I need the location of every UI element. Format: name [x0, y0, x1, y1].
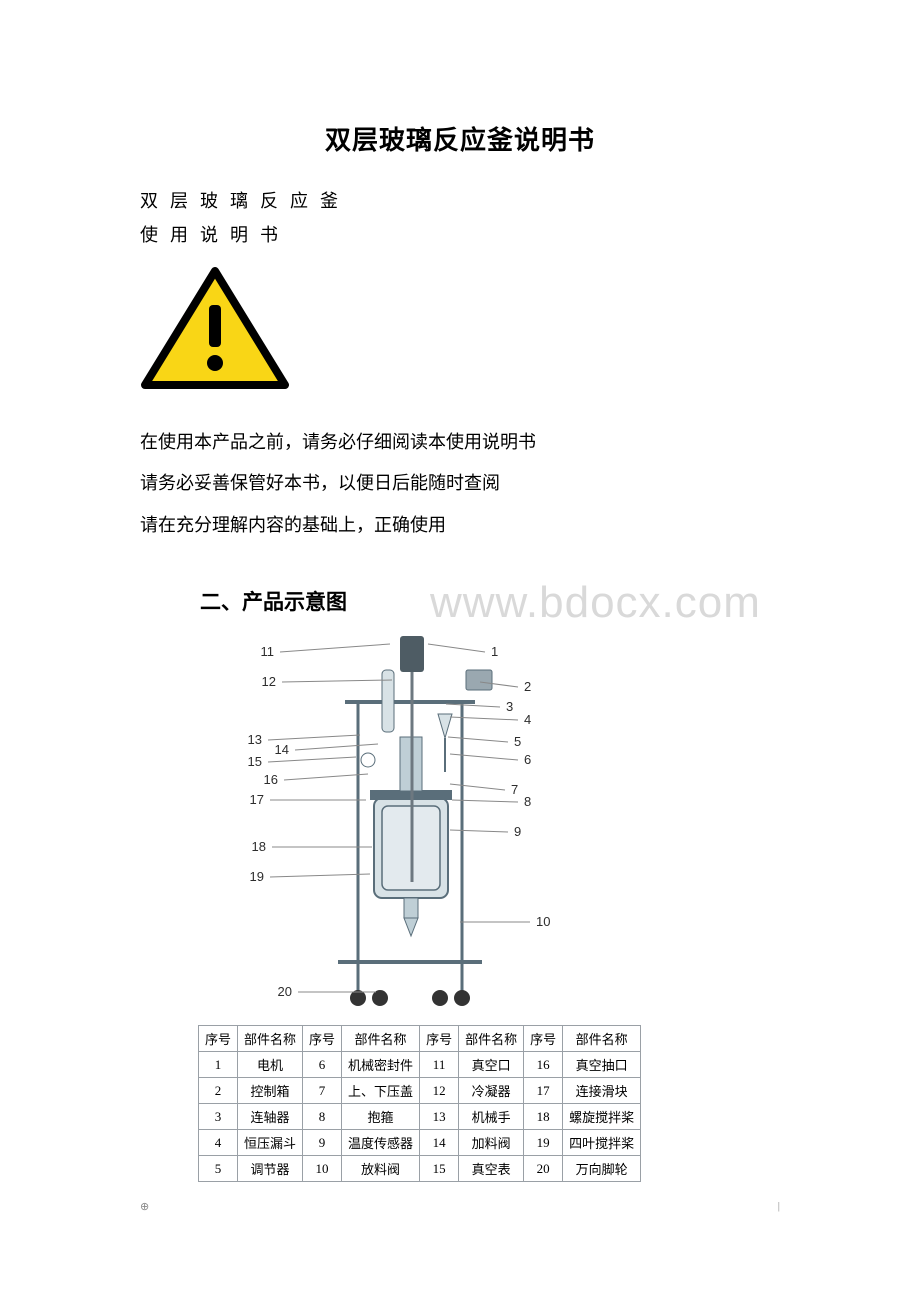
part-name-cell: 连轴器 — [238, 1104, 303, 1130]
svg-text:13: 13 — [248, 732, 262, 747]
product-diagram: 1112131415161718192012345678910 — [160, 622, 640, 1012]
table-row: 3连轴器8抱箍13机械手18螺旋搅拌桨 — [199, 1104, 641, 1130]
part-num-cell: 14 — [420, 1130, 459, 1156]
table-header-row: 序号 部件名称 序号 部件名称 序号 部件名称 序号 部件名称 — [199, 1026, 641, 1052]
col-num: 序号 — [303, 1026, 342, 1052]
intro-line-2: 请务必妥善保管好本书，以便日后能随时查阅 — [140, 463, 780, 504]
part-num-cell: 1 — [199, 1052, 238, 1078]
col-name: 部件名称 — [342, 1026, 420, 1052]
diagram-heading: 二、产品示意图 — [200, 590, 347, 614]
part-num-cell: 15 — [420, 1156, 459, 1182]
table-row: 4恒压漏斗9温度传感器14加料阀19四叶搅拌桨 — [199, 1130, 641, 1156]
part-num-cell: 11 — [420, 1052, 459, 1078]
part-num-cell: 8 — [303, 1104, 342, 1130]
part-name-cell: 加料阀 — [459, 1130, 524, 1156]
part-num-cell: 10 — [303, 1156, 342, 1182]
svg-text:17: 17 — [250, 792, 264, 807]
col-name: 部件名称 — [563, 1026, 641, 1052]
warning-icon — [140, 265, 780, 400]
part-name-cell: 放料阀 — [342, 1156, 420, 1182]
table-row: 2控制箱7上、下压盖12冷凝器17连接滑块 — [199, 1078, 641, 1104]
watermark-text: www.bdocx.com — [430, 578, 761, 628]
part-name-cell: 控制箱 — [238, 1078, 303, 1104]
svg-text:20: 20 — [278, 984, 292, 999]
svg-text:9: 9 — [514, 824, 521, 839]
part-name-cell: 电机 — [238, 1052, 303, 1078]
part-num-cell: 19 — [524, 1130, 563, 1156]
col-num: 序号 — [199, 1026, 238, 1052]
part-name-cell: 上、下压盖 — [342, 1078, 420, 1104]
part-num-cell: 9 — [303, 1130, 342, 1156]
part-name-cell: 恒压漏斗 — [238, 1130, 303, 1156]
svg-text:6: 6 — [524, 752, 531, 767]
svg-text:14: 14 — [275, 742, 289, 757]
intro-line-1: 在使用本产品之前，请务必仔细阅读本使用说明书 — [140, 422, 780, 463]
page-title: 双层玻璃反应釜说明书 — [140, 120, 780, 157]
part-name-cell: 调节器 — [238, 1156, 303, 1182]
subtitle-line-1: 双层玻璃反应釜 — [140, 187, 780, 213]
col-num: 序号 — [524, 1026, 563, 1052]
svg-text:10: 10 — [536, 914, 550, 929]
col-num: 序号 — [420, 1026, 459, 1052]
part-num-cell: 20 — [524, 1156, 563, 1182]
svg-text:5: 5 — [514, 734, 521, 749]
part-num-cell: 4 — [199, 1130, 238, 1156]
table-row: 1电机6机械密封件11真空口16真空抽口 — [199, 1052, 641, 1078]
part-name-cell: 真空口 — [459, 1052, 524, 1078]
part-name-cell: 真空抽口 — [563, 1052, 641, 1078]
part-num-cell: 16 — [524, 1052, 563, 1078]
svg-text:16: 16 — [264, 772, 278, 787]
svg-text:4: 4 — [524, 712, 531, 727]
part-name-cell: 真空表 — [459, 1156, 524, 1182]
part-name-cell: 连接滑块 — [563, 1078, 641, 1104]
footer-left-mark: ⊕ — [140, 1200, 149, 1213]
part-name-cell: 抱箍 — [342, 1104, 420, 1130]
svg-text:3: 3 — [506, 699, 513, 714]
svg-text:15: 15 — [248, 754, 262, 769]
svg-text:18: 18 — [252, 839, 266, 854]
part-name-cell: 温度传感器 — [342, 1130, 420, 1156]
part-num-cell: 18 — [524, 1104, 563, 1130]
part-name-cell: 机械手 — [459, 1104, 524, 1130]
part-num-cell: 6 — [303, 1052, 342, 1078]
part-num-cell: 7 — [303, 1078, 342, 1104]
intro-line-3: 请在充分理解内容的基础上，正确使用 — [140, 505, 780, 546]
svg-text:19: 19 — [250, 869, 264, 884]
col-name: 部件名称 — [459, 1026, 524, 1052]
part-num-cell: 13 — [420, 1104, 459, 1130]
svg-text:8: 8 — [524, 794, 531, 809]
diagram-section: 二、产品示意图 www.bdocx.com 111213141516171819… — [160, 586, 780, 1182]
svg-text:7: 7 — [511, 782, 518, 797]
part-num-cell: 2 — [199, 1078, 238, 1104]
part-num-cell: 17 — [524, 1078, 563, 1104]
part-num-cell: 12 — [420, 1078, 459, 1104]
part-name-cell: 螺旋搅拌桨 — [563, 1104, 641, 1130]
subtitle-line-2: 使用说明书 — [140, 221, 780, 247]
part-name-cell: 万向脚轮 — [563, 1156, 641, 1182]
part-name-cell: 四叶搅拌桨 — [563, 1130, 641, 1156]
part-name-cell: 机械密封件 — [342, 1052, 420, 1078]
part-num-cell: 5 — [199, 1156, 238, 1182]
svg-text:2: 2 — [524, 679, 531, 694]
part-num-cell: 3 — [199, 1104, 238, 1130]
parts-table: 序号 部件名称 序号 部件名称 序号 部件名称 序号 部件名称 1电机6机械密封… — [198, 1025, 641, 1182]
table-row: 5调节器10放料阀15真空表20万向脚轮 — [199, 1156, 641, 1182]
svg-text:12: 12 — [262, 674, 276, 689]
footer-right-mark: | — [778, 1200, 780, 1213]
part-name-cell: 冷凝器 — [459, 1078, 524, 1104]
footer-marks: ⊕ | — [140, 1200, 780, 1213]
col-name: 部件名称 — [238, 1026, 303, 1052]
svg-text:11: 11 — [261, 644, 275, 659]
svg-text:1: 1 — [491, 644, 498, 659]
